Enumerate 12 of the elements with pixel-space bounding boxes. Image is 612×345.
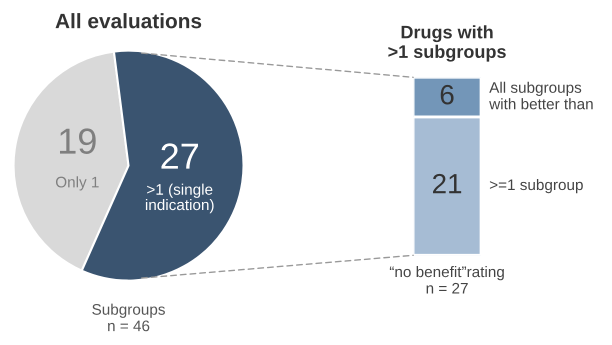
chart-title: Drugs with >1 subgroups — [388, 25, 506, 62]
data-label: 21 — [433, 174, 462, 194]
series-label: >=1 subgroup — [490, 178, 583, 194]
series-label: All subgroups with better than — [489, 82, 593, 110]
chart-title: All evaluations — [56, 13, 202, 28]
data-label: 27 — [161, 143, 198, 169]
text: “no benefit”rating n = 27 — [390, 266, 504, 294]
slice-label: Only 1 — [56, 176, 99, 191]
slice-label: >1 (single indication) — [146, 184, 214, 214]
data-label: 19 — [60, 128, 96, 154]
data-label: 6 — [440, 84, 454, 105]
text: Subgroups n = 46 — [92, 304, 165, 332]
